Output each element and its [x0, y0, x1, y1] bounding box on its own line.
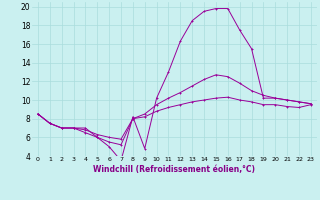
X-axis label: Windchill (Refroidissement éolien,°C): Windchill (Refroidissement éolien,°C) — [93, 165, 255, 174]
